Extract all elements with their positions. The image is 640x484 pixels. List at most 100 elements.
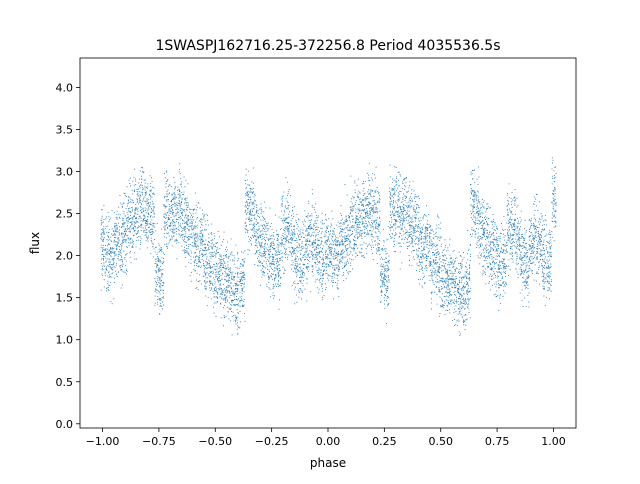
data-point	[211, 287, 212, 289]
data-point	[352, 247, 354, 249]
data-point	[412, 180, 414, 182]
data-point	[284, 243, 286, 245]
data-point	[142, 199, 144, 201]
data-point	[277, 248, 279, 250]
data-point	[294, 229, 296, 231]
data-point	[370, 207, 372, 208]
data-point	[302, 257, 304, 259]
data-point	[129, 239, 131, 241]
data-point	[234, 257, 236, 259]
data-point	[183, 250, 185, 252]
data-point	[235, 290, 237, 292]
data-point	[419, 227, 421, 229]
data-point	[222, 259, 224, 260]
data-point	[196, 218, 198, 220]
data-point	[218, 277, 220, 279]
data-point	[407, 212, 409, 214]
data-point	[375, 236, 377, 238]
data-point	[241, 251, 243, 253]
data-point	[225, 251, 227, 252]
data-point	[120, 258, 122, 260]
data-point	[345, 264, 347, 266]
data-point	[169, 192, 170, 194]
data-point	[116, 229, 118, 231]
data-point	[352, 210, 353, 212]
data-point	[240, 263, 241, 265]
data-point	[325, 231, 326, 233]
data-point	[342, 240, 344, 242]
data-point	[164, 229, 166, 231]
data-point	[314, 211, 316, 213]
data-point	[283, 211, 285, 213]
data-point	[173, 198, 175, 200]
data-point	[187, 183, 189, 185]
data-point	[421, 265, 423, 267]
data-point	[167, 212, 169, 213]
data-point	[160, 290, 162, 291]
data-point	[348, 271, 350, 273]
data-point	[133, 243, 135, 245]
data-point	[232, 311, 234, 313]
data-point	[351, 203, 353, 205]
data-point	[180, 225, 182, 227]
data-point	[310, 226, 312, 228]
data-point	[179, 216, 180, 218]
data-point	[220, 256, 222, 258]
data-point	[129, 243, 131, 245]
data-point	[366, 228, 367, 230]
data-point	[115, 254, 117, 256]
data-point	[134, 226, 136, 228]
data-point	[108, 284, 110, 286]
data-point	[203, 263, 204, 265]
data-point	[136, 199, 138, 201]
data-point	[197, 202, 199, 204]
data-point	[347, 273, 349, 275]
data-point	[386, 297, 388, 299]
data-point	[241, 279, 243, 281]
data-point	[270, 238, 272, 239]
data-point	[380, 295, 382, 296]
data-point	[286, 222, 288, 224]
data-point	[212, 272, 214, 274]
data-point	[273, 243, 275, 245]
data-point	[116, 246, 117, 248]
data-point	[308, 241, 310, 243]
data-point	[380, 248, 382, 250]
data-point	[416, 196, 418, 198]
data-point	[222, 263, 224, 265]
data-point	[127, 238, 129, 240]
data-point	[181, 245, 183, 247]
data-point	[380, 286, 382, 288]
data-point	[131, 228, 133, 230]
data-point	[167, 189, 169, 191]
data-point	[132, 180, 134, 182]
data-point	[261, 239, 263, 241]
data-point	[241, 293, 243, 295]
data-point	[355, 244, 357, 246]
data-point	[254, 244, 256, 246]
data-point	[236, 290, 238, 292]
data-point	[197, 246, 199, 248]
data-point	[250, 201, 252, 203]
data-point	[189, 219, 191, 221]
data-point	[287, 193, 289, 195]
data-point	[367, 205, 369, 207]
data-point	[313, 223, 315, 225]
data-point	[414, 243, 416, 245]
data-point	[173, 177, 175, 178]
data-point	[129, 237, 131, 239]
data-point	[217, 291, 219, 293]
data-point	[301, 298, 302, 300]
data-point	[253, 206, 255, 208]
data-point	[414, 228, 416, 229]
data-point	[304, 247, 306, 249]
data-point	[125, 254, 126, 256]
data-point	[382, 285, 384, 287]
data-point	[326, 240, 328, 242]
data-point	[205, 253, 207, 255]
data-point	[184, 222, 186, 224]
data-point	[353, 248, 355, 249]
data-point	[286, 235, 288, 237]
data-point	[150, 189, 152, 191]
data-point	[247, 191, 248, 193]
